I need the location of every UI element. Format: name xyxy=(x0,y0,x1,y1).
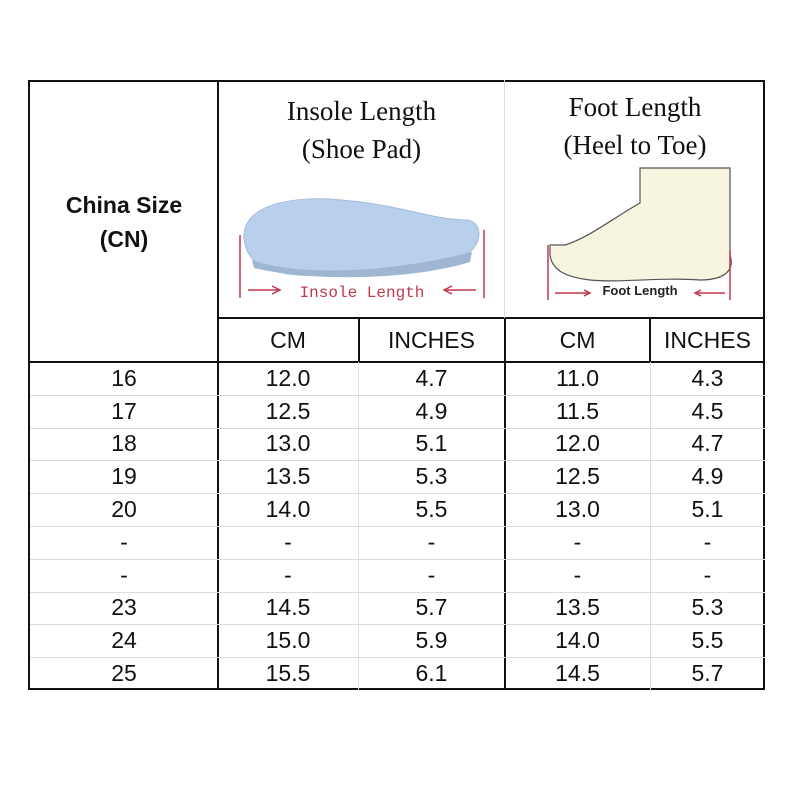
insole-cm-cell: - xyxy=(284,561,292,588)
insole-cm-cell: 13.5 xyxy=(265,463,311,490)
foot-inches-cell: - xyxy=(703,528,712,555)
col-divider xyxy=(649,317,651,362)
insole-cm-cell: 12.5 xyxy=(265,397,311,424)
china-size-cell: 24 xyxy=(111,627,137,654)
row-divider xyxy=(30,526,765,527)
row-divider xyxy=(30,493,765,495)
row-divider xyxy=(30,657,765,659)
col-divider xyxy=(504,317,506,690)
foot-cm-cell: - xyxy=(573,561,582,588)
insole-length-title: Insole Length (Shoe Pad) xyxy=(218,92,505,168)
foot-inches-header: INCHES xyxy=(664,326,751,353)
insole-title-line2: (Shoe Pad) xyxy=(301,134,422,164)
china-size-header: China Size (CN) xyxy=(30,188,218,256)
china-size-cell: 25 xyxy=(111,660,137,687)
insole-cm-cell: 12.0 xyxy=(265,364,311,391)
row-divider xyxy=(30,460,765,462)
row-divider xyxy=(30,591,765,593)
foot-cm-cell: 11.5 xyxy=(555,397,600,424)
china-size-cell: 19 xyxy=(111,463,137,490)
foot-cm-cell: 14.0 xyxy=(555,627,600,654)
insole-inches-cell: - xyxy=(427,528,436,555)
china-size-cell: 18 xyxy=(111,430,137,457)
china-size-cell: - xyxy=(120,561,128,588)
insole-cm-cell: 15.0 xyxy=(265,627,311,654)
foot-title-line1: Foot Length xyxy=(568,92,702,122)
insole-title-line1: Insole Length xyxy=(286,96,437,126)
insole-inches-cell: 6.1 xyxy=(415,660,448,687)
china-size-cell: 16 xyxy=(111,364,137,391)
foot-cm-cell: 11.0 xyxy=(555,364,600,391)
foot-cm-cell: 13.0 xyxy=(555,496,600,523)
subheader-divider xyxy=(218,317,765,319)
foot-length-title: Foot Length (Heel to Toe) xyxy=(505,88,765,164)
foot-cm-cell: 13.5 xyxy=(555,594,600,621)
col-divider xyxy=(358,317,360,362)
insole-inches-cell: 4.7 xyxy=(415,364,448,391)
insole-inches-header: INCHES xyxy=(388,326,475,353)
insole-inches-cell: 4.9 xyxy=(415,397,448,424)
row-divider xyxy=(30,558,765,560)
insole-inches-cell: 5.5 xyxy=(415,496,448,523)
foot-cm-cell: 12.0 xyxy=(555,430,600,457)
china-size-cell: 23 xyxy=(111,594,137,621)
row-divider xyxy=(30,427,765,429)
col-divider xyxy=(217,80,219,690)
insole-inches-cell: 5.9 xyxy=(415,627,448,654)
insole-inches-cell: 5.7 xyxy=(415,594,448,621)
insole-cm-cell: 14.0 xyxy=(265,496,311,523)
foot-inches-cell: 4.7 xyxy=(691,430,724,457)
insole-cm-cell: 14.5 xyxy=(265,594,311,621)
insole-cm-cell: - xyxy=(284,528,292,555)
china-size-cell: - xyxy=(120,528,128,555)
insole-inches-cell: 5.3 xyxy=(415,463,448,490)
foot-inches-cell: 5.3 xyxy=(691,594,724,621)
foot-cm-cell: 12.5 xyxy=(555,463,600,490)
foot-inches-cell: 4.5 xyxy=(691,397,724,424)
foot-cm-header: CM xyxy=(559,326,596,353)
china-size-cell: 17 xyxy=(111,397,137,424)
col-divider-light xyxy=(504,80,505,318)
row-divider xyxy=(30,624,765,626)
foot-cm-cell: 14.5 xyxy=(555,660,600,687)
insole-image: Insole Length xyxy=(239,198,485,302)
row-divider xyxy=(30,394,765,396)
foot-image: Foot Length xyxy=(547,167,732,300)
header-divider xyxy=(28,361,765,363)
insole-inches-cell: - xyxy=(427,561,436,588)
foot-title-line2: (Heel to Toe) xyxy=(563,130,707,160)
foot-inches-cell: 5.5 xyxy=(691,627,724,654)
insole-cm-cell: 15.5 xyxy=(265,660,311,687)
foot-inches-cell: 5.1 xyxy=(691,496,724,523)
insole-caption: Insole Length xyxy=(300,284,425,302)
foot-caption: Foot Length xyxy=(602,283,677,298)
china-size-unit: (CN) xyxy=(99,226,149,252)
foot-inches-cell: 5.7 xyxy=(691,660,724,687)
size-chart-table xyxy=(28,80,765,690)
foot-inches-cell: 4.3 xyxy=(691,364,724,391)
foot-inches-cell: - xyxy=(703,561,712,588)
foot-cm-cell: - xyxy=(573,528,582,555)
insole-cm-header: CM xyxy=(270,326,306,353)
insole-inches-cell: 5.1 xyxy=(415,430,448,457)
insole-cm-cell: 13.0 xyxy=(265,430,311,457)
china-size-label: China Size xyxy=(65,192,183,218)
foot-inches-cell: 4.9 xyxy=(691,463,724,490)
china-size-cell: 20 xyxy=(111,496,137,523)
